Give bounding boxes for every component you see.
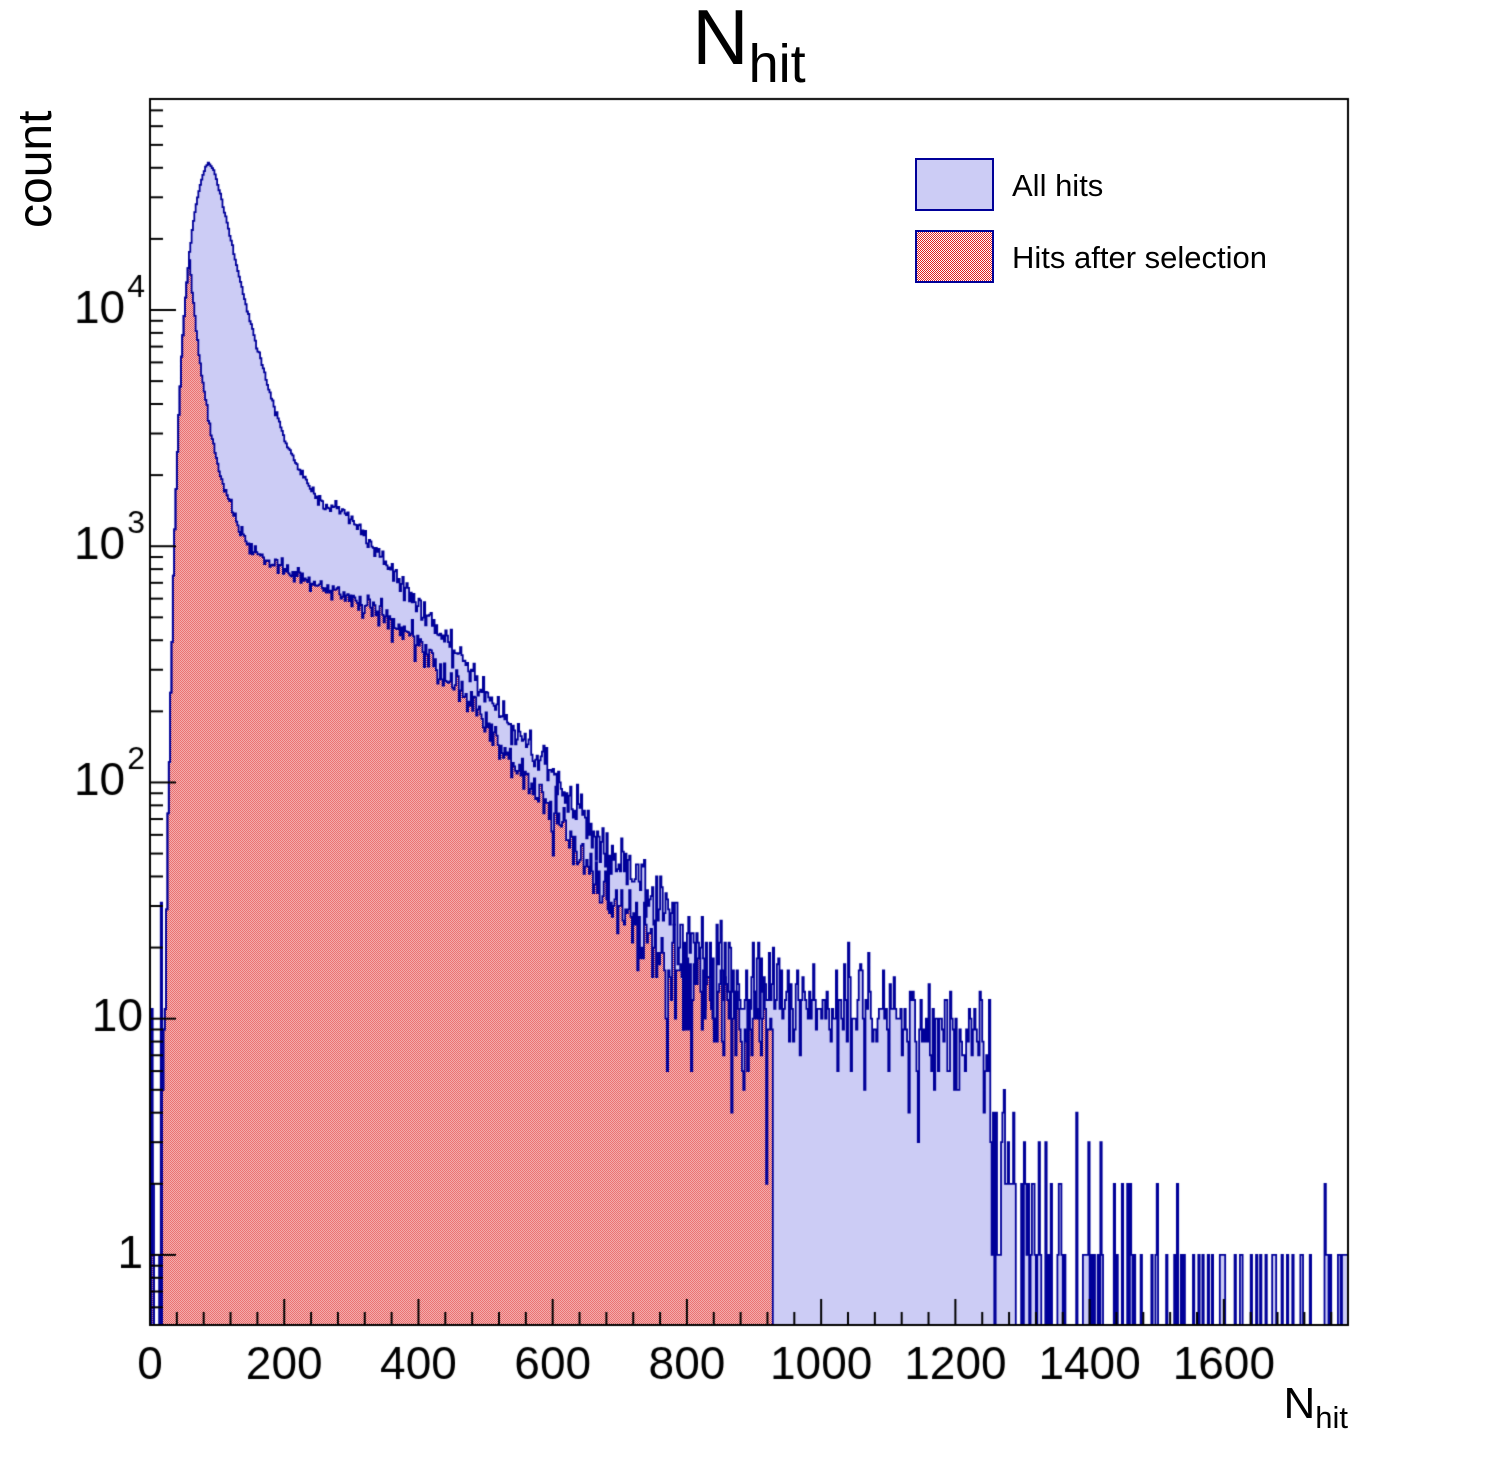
- legend-swatch-hits-after-selection: [915, 230, 994, 283]
- legend-label-hits-after-selection: Hits after selection: [1012, 240, 1267, 275]
- x-axis-title: Nhit: [1283, 1380, 1348, 1442]
- chart-title-main: N: [692, 0, 749, 81]
- legend-swatch-all-hits: [915, 158, 994, 211]
- y-axis-title: count: [9, 110, 62, 228]
- chart-title: Nhit: [150, 0, 1348, 107]
- x-axis-title-subscript: hit: [1315, 1400, 1348, 1435]
- legend-label-all-hits: All hits: [1012, 168, 1104, 203]
- chart-title-subscript: hit: [748, 34, 806, 94]
- x-axis-title-main: N: [1283, 1379, 1316, 1428]
